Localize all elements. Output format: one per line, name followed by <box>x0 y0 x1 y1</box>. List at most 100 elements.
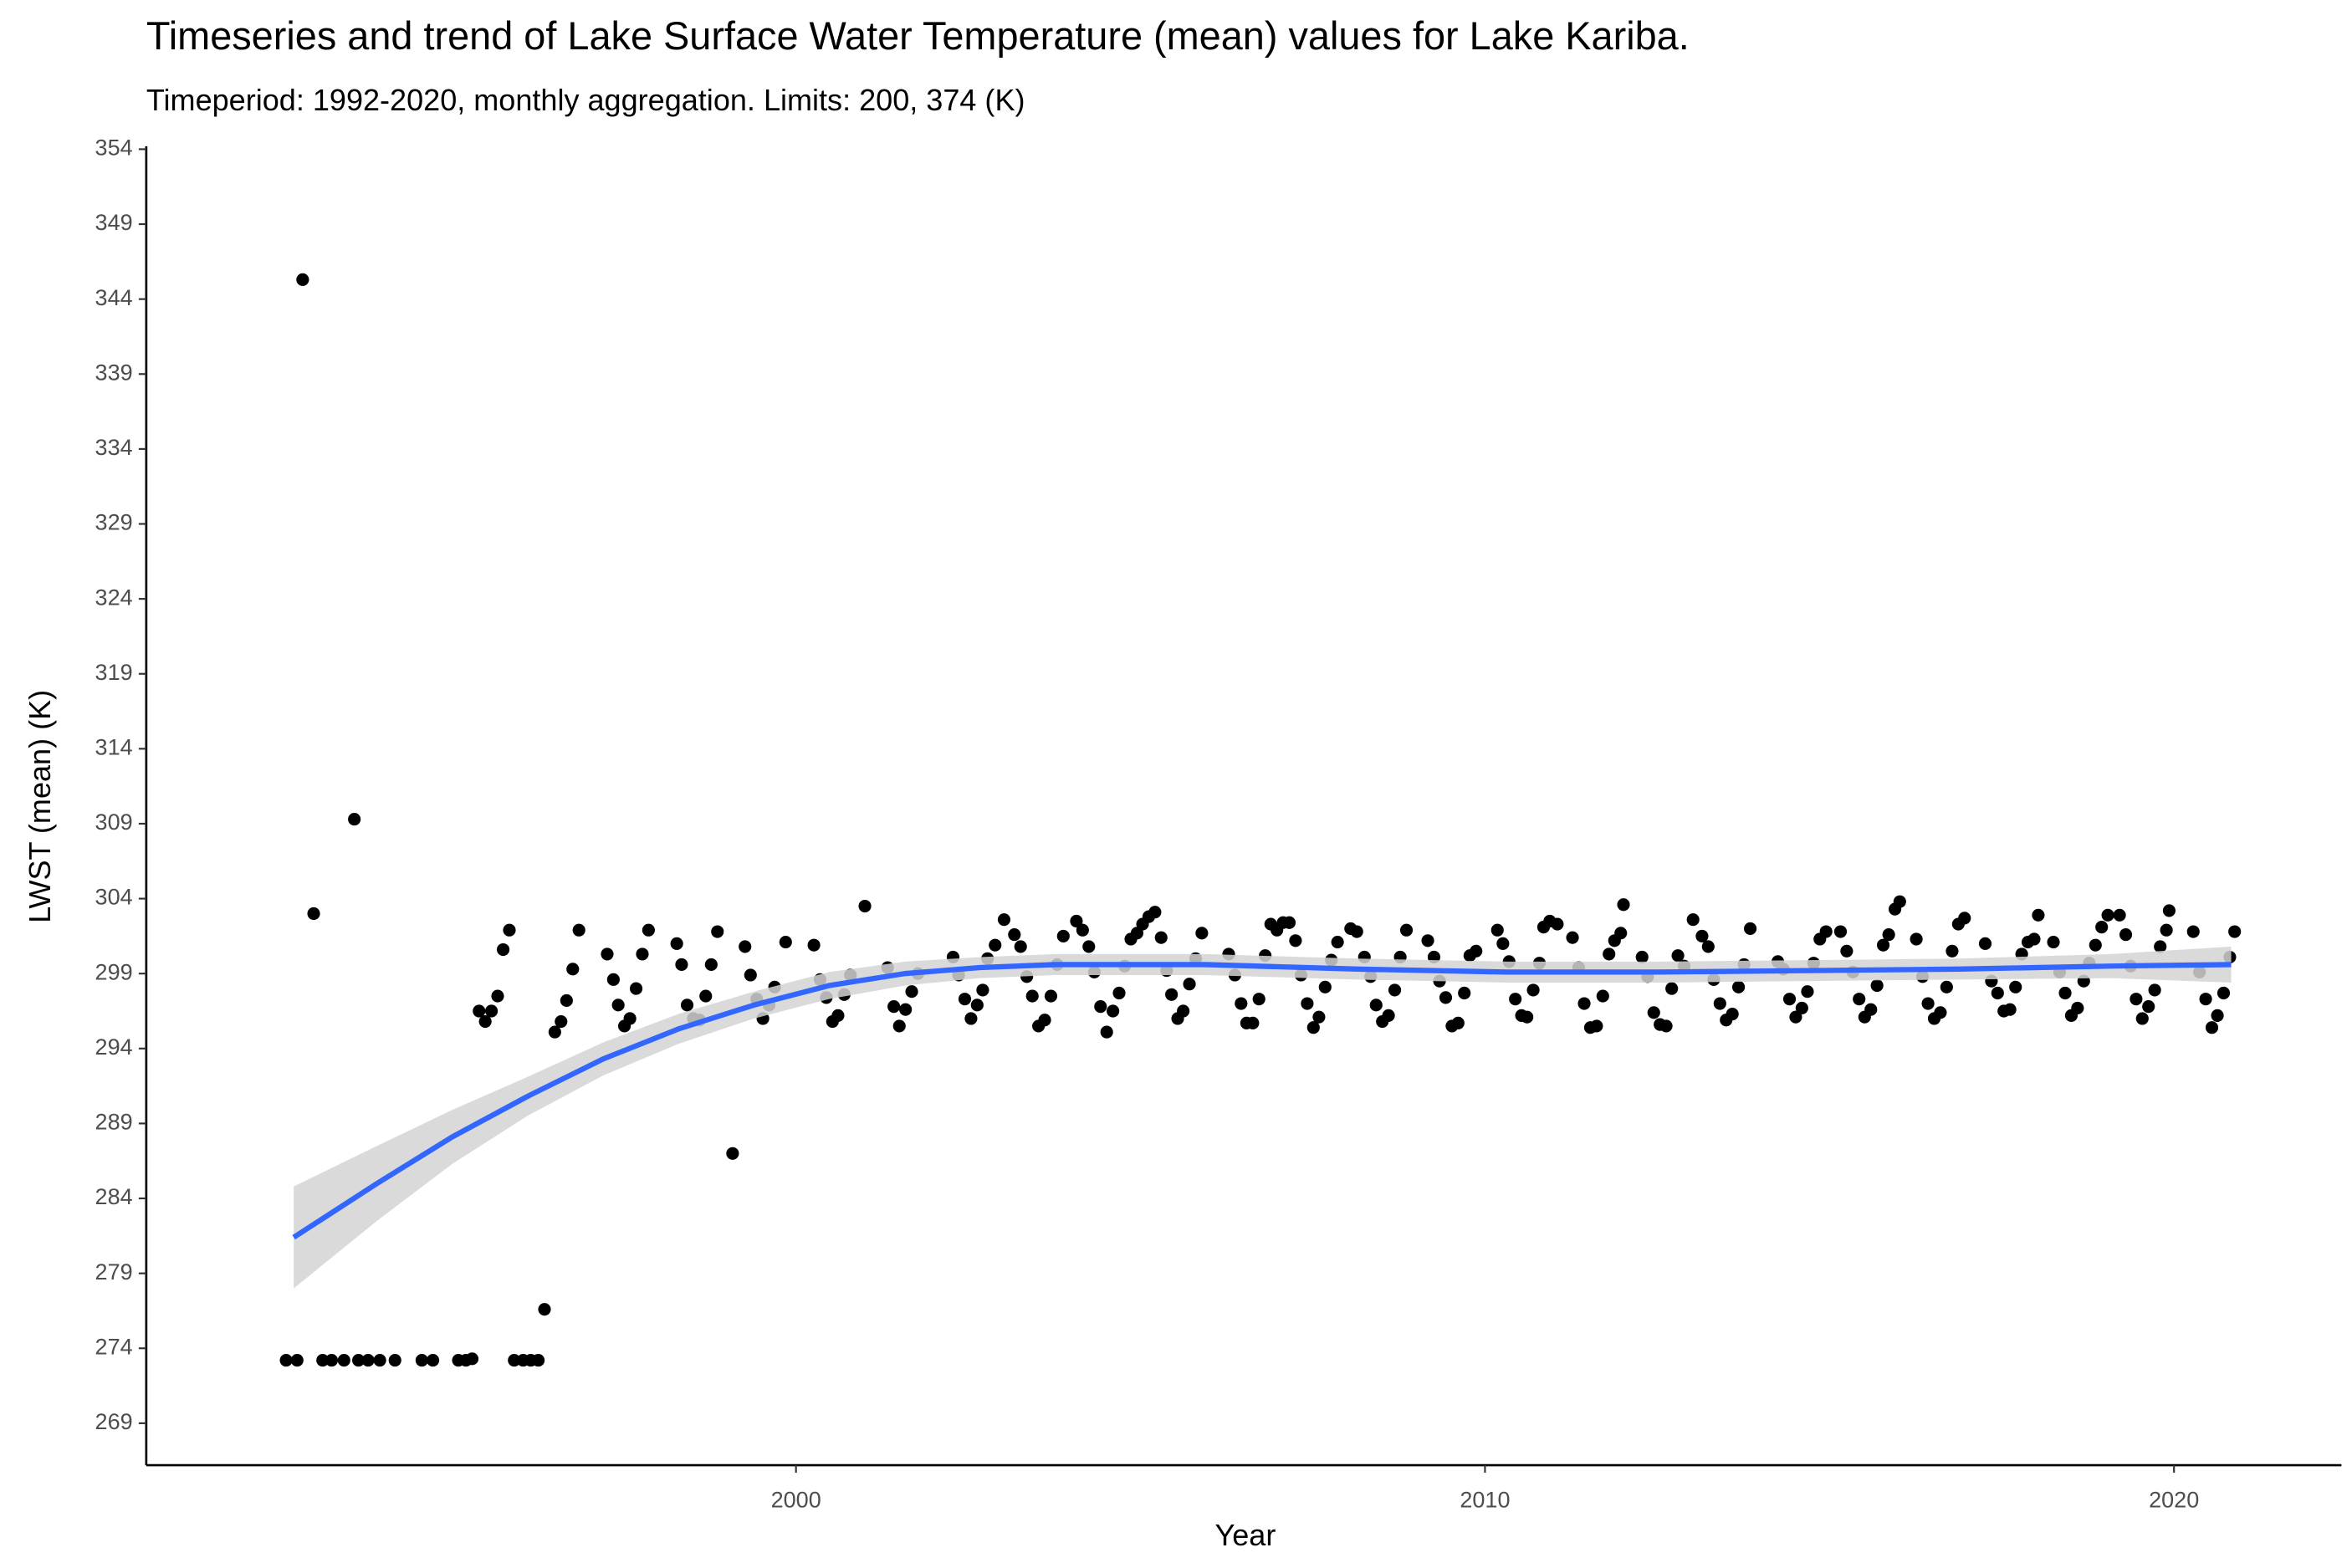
y-tick-label: 314 <box>95 734 133 759</box>
data-point <box>1044 989 1058 1003</box>
data-point <box>1025 989 1039 1003</box>
data-point <box>2154 940 2167 953</box>
data-point <box>1008 928 1021 942</box>
data-point <box>887 1000 901 1014</box>
data-point <box>548 1025 561 1039</box>
data-point <box>415 1354 428 1367</box>
data-point <box>2228 925 2242 938</box>
data-point <box>1934 1006 1947 1019</box>
data-point <box>1094 1000 1107 1014</box>
data-point <box>2142 1000 2155 1014</box>
data-point <box>1100 1025 1113 1039</box>
data-point <box>1695 929 1709 942</box>
data-point <box>1521 1010 1534 1024</box>
x-axis-title: Year <box>1214 1518 1276 1552</box>
data-point <box>1458 986 1471 1000</box>
data-point <box>1235 997 1248 1010</box>
data-point <box>1399 923 1414 937</box>
data-point <box>473 1004 486 1018</box>
data-point <box>1490 923 1504 937</box>
data-point <box>316 1354 330 1367</box>
data-point <box>279 1354 293 1367</box>
data-point <box>976 983 989 997</box>
data-point <box>1112 986 1126 1000</box>
data-point <box>1864 1003 1878 1016</box>
data-point <box>1603 947 1616 961</box>
data-point <box>1833 925 1848 938</box>
data-point <box>2217 986 2231 1000</box>
data-point <box>1082 940 1096 953</box>
data-point <box>699 989 713 1003</box>
y-axis-title: LWST (mean) (K) <box>23 690 57 923</box>
chart-title: Timeseries and trend of Lake Surface Wat… <box>146 14 1690 58</box>
y-tick-label: 279 <box>95 1259 133 1285</box>
y-tick-label: 269 <box>95 1409 133 1434</box>
data-point <box>1470 944 1483 958</box>
data-point <box>779 935 792 949</box>
y-tick-label: 354 <box>95 135 133 161</box>
data-point <box>892 1019 906 1033</box>
data-point <box>1958 912 1971 925</box>
y-tick-label: 324 <box>95 585 133 610</box>
data-point <box>1056 929 1070 942</box>
data-point <box>739 940 752 953</box>
data-point <box>296 273 309 286</box>
data-point <box>1978 937 1992 950</box>
data-point <box>503 923 516 937</box>
data-point <box>958 993 972 1006</box>
data-point <box>1306 1021 1320 1034</box>
data-point <box>1318 980 1332 993</box>
data-point <box>1795 1001 1808 1014</box>
data-point <box>1183 978 1196 991</box>
data-point <box>1509 993 1522 1006</box>
data-point <box>680 999 694 1012</box>
data-point <box>636 947 649 961</box>
trend-line <box>292 962 2232 1240</box>
plot-area <box>279 273 2242 1367</box>
data-point <box>2058 986 2072 1000</box>
data-point <box>711 925 724 938</box>
data-point <box>1382 1009 1395 1022</box>
data-point <box>807 938 821 952</box>
data-point <box>1635 950 1649 964</box>
data-point <box>1252 993 1265 1006</box>
data-point <box>352 1354 366 1367</box>
data-point <box>623 1012 637 1025</box>
y-tick-label: 304 <box>95 885 133 910</box>
data-point <box>675 958 688 972</box>
data-point <box>478 1014 492 1029</box>
data-point <box>2009 980 2022 993</box>
y-tick-label: 299 <box>95 959 133 984</box>
data-point <box>606 973 620 986</box>
data-point <box>1596 989 1609 1003</box>
data-point <box>611 999 625 1012</box>
y-tick-label: 349 <box>95 210 133 235</box>
data-point <box>491 989 504 1003</box>
data-point <box>1789 1010 1802 1024</box>
data-point <box>2211 1009 2224 1022</box>
data-point <box>1526 983 1540 997</box>
data-point <box>1647 1006 1660 1019</box>
data-point <box>348 813 361 826</box>
data-point <box>1671 949 1685 963</box>
y-tick-label: 339 <box>95 360 133 385</box>
data-point <box>2119 928 2133 942</box>
data-point <box>1590 1019 1603 1033</box>
chart-subtitle: Timeperiod: 1992-2020, monthly aggregati… <box>146 83 1025 117</box>
data-point <box>1744 922 1757 935</box>
data-point <box>726 1147 739 1160</box>
data-point <box>2101 908 2114 922</box>
data-point <box>532 1354 545 1367</box>
data-point <box>484 1004 499 1018</box>
data-point <box>1686 913 1700 927</box>
data-point <box>555 1014 568 1029</box>
y-tick-label: 319 <box>95 660 133 685</box>
data-point <box>1148 906 1162 919</box>
data-point <box>1617 898 1630 912</box>
data-point <box>2095 921 2109 934</box>
data-point <box>1177 1004 1190 1018</box>
data-point <box>566 963 580 976</box>
data-point <box>1388 983 1402 997</box>
data-point <box>970 999 984 1012</box>
